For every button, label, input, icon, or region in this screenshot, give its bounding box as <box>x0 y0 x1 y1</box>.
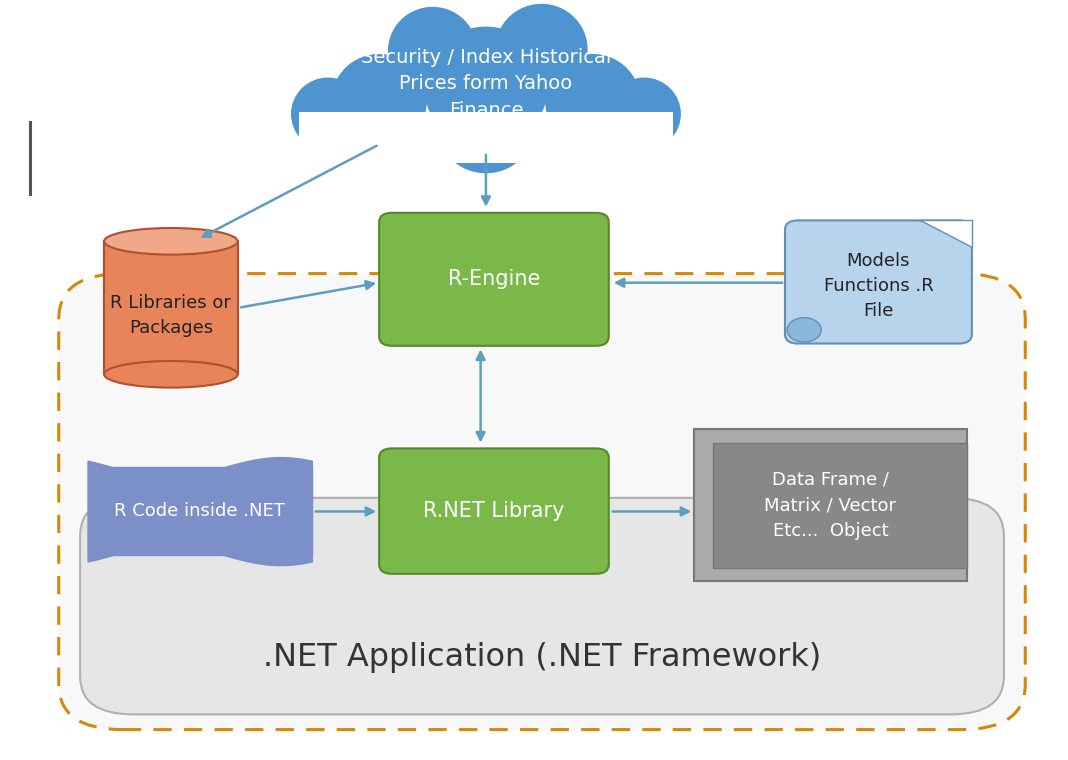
Text: R Libraries or
Packages: R Libraries or Packages <box>110 294 232 337</box>
Ellipse shape <box>388 7 477 95</box>
Ellipse shape <box>105 228 237 255</box>
FancyBboxPatch shape <box>299 112 673 163</box>
Text: R.NET Library: R.NET Library <box>423 501 565 521</box>
Polygon shape <box>920 220 972 248</box>
Text: Security / Index Historical
Prices form Yahoo
Finance: Security / Index Historical Prices form … <box>361 48 611 119</box>
Ellipse shape <box>424 27 548 148</box>
Text: R Code inside .NET: R Code inside .NET <box>114 502 285 520</box>
FancyBboxPatch shape <box>80 498 1004 714</box>
Ellipse shape <box>331 54 427 148</box>
FancyBboxPatch shape <box>105 242 237 375</box>
Ellipse shape <box>496 4 587 95</box>
Ellipse shape <box>607 78 681 150</box>
FancyBboxPatch shape <box>59 274 1025 730</box>
Ellipse shape <box>436 74 536 173</box>
FancyBboxPatch shape <box>694 429 967 581</box>
Text: R-Engine: R-Engine <box>447 269 540 290</box>
Text: Data Frame /
Matrix / Vector
Etc...  Object: Data Frame / Matrix / Vector Etc... Obje… <box>765 470 896 540</box>
Ellipse shape <box>105 361 237 388</box>
FancyBboxPatch shape <box>379 213 609 346</box>
Ellipse shape <box>290 78 365 150</box>
Text: .NET Application (.NET Framework): .NET Application (.NET Framework) <box>264 642 821 673</box>
Circle shape <box>787 318 821 342</box>
Text: Models
Functions .R
File: Models Functions .R File <box>823 252 933 320</box>
Ellipse shape <box>545 54 641 148</box>
FancyBboxPatch shape <box>785 220 972 344</box>
FancyBboxPatch shape <box>713 443 967 568</box>
FancyBboxPatch shape <box>379 448 609 574</box>
